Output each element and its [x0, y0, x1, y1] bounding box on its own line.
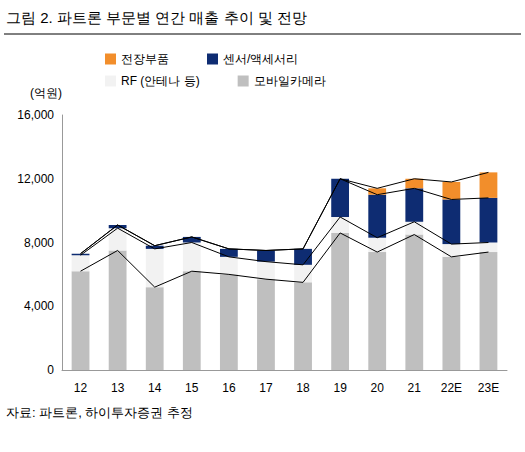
svg-text:(억원): (억원) [30, 86, 62, 100]
svg-text:13: 13 [111, 381, 125, 395]
svg-text:19: 19 [333, 381, 347, 395]
svg-text:그림 2. 파트론 부문별 연간 매출 추이 및 전망: 그림 2. 파트론 부문별 연간 매출 추이 및 전망 [6, 9, 307, 26]
svg-text:4,000: 4,000 [24, 299, 54, 313]
svg-text:16,000: 16,000 [17, 108, 54, 122]
svg-text:자료: 파트론, 하이투자증권 추정: 자료: 파트론, 하이투자증권 추정 [6, 405, 193, 420]
svg-text:모바일카메라: 모바일카메라 [254, 74, 326, 88]
svg-text:12: 12 [74, 381, 88, 395]
svg-text:0: 0 [47, 363, 54, 377]
svg-text:센서/액세서리: 센서/액세서리 [223, 52, 298, 66]
svg-text:21: 21 [408, 381, 422, 395]
svg-text:22E: 22E [441, 381, 462, 395]
svg-text:15: 15 [185, 381, 199, 395]
svg-text:전장부품: 전장부품 [121, 52, 169, 66]
svg-text:23E: 23E [478, 381, 499, 395]
svg-text:14: 14 [148, 381, 162, 395]
svg-text:12,000: 12,000 [17, 172, 54, 186]
svg-text:8,000: 8,000 [24, 236, 54, 250]
svg-text:20: 20 [371, 381, 385, 395]
svg-text:17: 17 [259, 381, 273, 395]
svg-text:18: 18 [296, 381, 310, 395]
svg-text:RF (안테나 등): RF (안테나 등) [121, 74, 200, 88]
svg-text:16: 16 [222, 381, 236, 395]
